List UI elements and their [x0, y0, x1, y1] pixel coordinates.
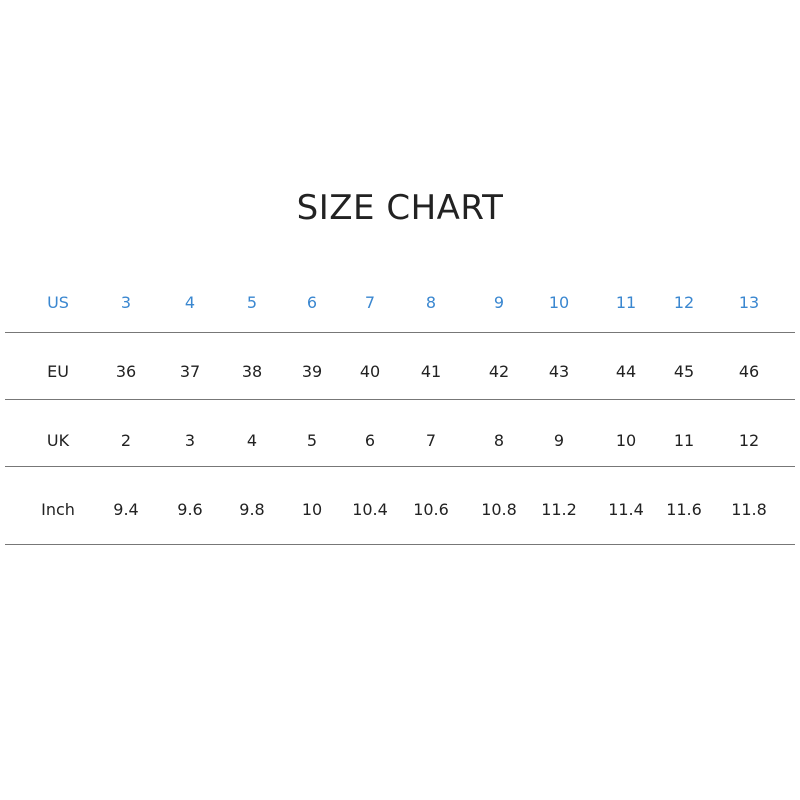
table-cell: 43: [548, 362, 570, 381]
table-cell: 5: [306, 431, 318, 450]
table-cell: 41: [420, 362, 442, 381]
table-cell: 4: [246, 431, 258, 450]
table-cell: 36: [115, 362, 137, 381]
row-label: EU: [47, 362, 69, 381]
table-cell: 12: [738, 431, 760, 450]
table-cell: 46: [738, 362, 760, 381]
table-row-us: US 3 4 5 6 7 8 9 10 11 12 13: [0, 288, 800, 318]
table-cell: 9.4: [113, 500, 139, 519]
table-cell: 11.2: [541, 500, 577, 519]
table-cell: 7: [364, 293, 376, 312]
table-cell: 6: [364, 431, 376, 450]
table-cell: 6: [306, 293, 318, 312]
table-cell: 39: [301, 362, 323, 381]
table-cell: 4: [184, 293, 196, 312]
table-cell: 10.6: [413, 500, 449, 519]
table-cell: 11: [615, 293, 637, 312]
table-row-uk: UK 2 3 4 5 6 7 8 9 10 11 12: [0, 426, 800, 456]
table-cell: 11.4: [608, 500, 644, 519]
table-cell: 11: [673, 431, 695, 450]
table-cell: 40: [359, 362, 381, 381]
table-cell: 3: [120, 293, 132, 312]
page-title: SIZE CHART: [296, 188, 504, 228]
table-cell: 7: [425, 431, 437, 450]
row-label: UK: [46, 431, 70, 450]
table-cell: 9: [553, 431, 565, 450]
row-label: Inch: [41, 500, 75, 519]
table-cell: 37: [179, 362, 201, 381]
table-cell: 2: [120, 431, 132, 450]
table-cell: 10: [615, 431, 637, 450]
table-cell: 42: [488, 362, 510, 381]
table-cell: 3: [184, 431, 196, 450]
table-cell: 13: [738, 293, 760, 312]
table-cell: 5: [246, 293, 258, 312]
table-cell: 45: [673, 362, 695, 381]
table-row-inch: Inch 9.4 9.6 9.8 10 10.4 10.6 10.8 11.2 11.4 11.6 1…: [0, 495, 800, 525]
row-divider: [5, 332, 795, 333]
table-cell: 12: [673, 293, 695, 312]
row-label: US: [47, 293, 69, 312]
table-cell: 9.8: [239, 500, 265, 519]
row-divider: [5, 466, 795, 467]
table-cell: 8: [493, 431, 505, 450]
table-cell: 9.6: [177, 500, 203, 519]
table-cell: 11.6: [666, 500, 702, 519]
row-divider: [5, 399, 795, 400]
table-cell: 8: [425, 293, 437, 312]
table-cell: 9: [493, 293, 505, 312]
table-cell: 44: [615, 362, 637, 381]
table-cell: 38: [241, 362, 263, 381]
table-cell: 10.8: [481, 500, 517, 519]
row-divider: [5, 544, 795, 545]
table-row-eu: EU 36 37 38 39 40 41 42 43 44 45 46: [0, 357, 800, 387]
table-cell: 10: [301, 500, 323, 519]
table-cell: 10: [548, 293, 570, 312]
table-cell: 10.4: [352, 500, 388, 519]
table-cell: 11.8: [731, 500, 767, 519]
